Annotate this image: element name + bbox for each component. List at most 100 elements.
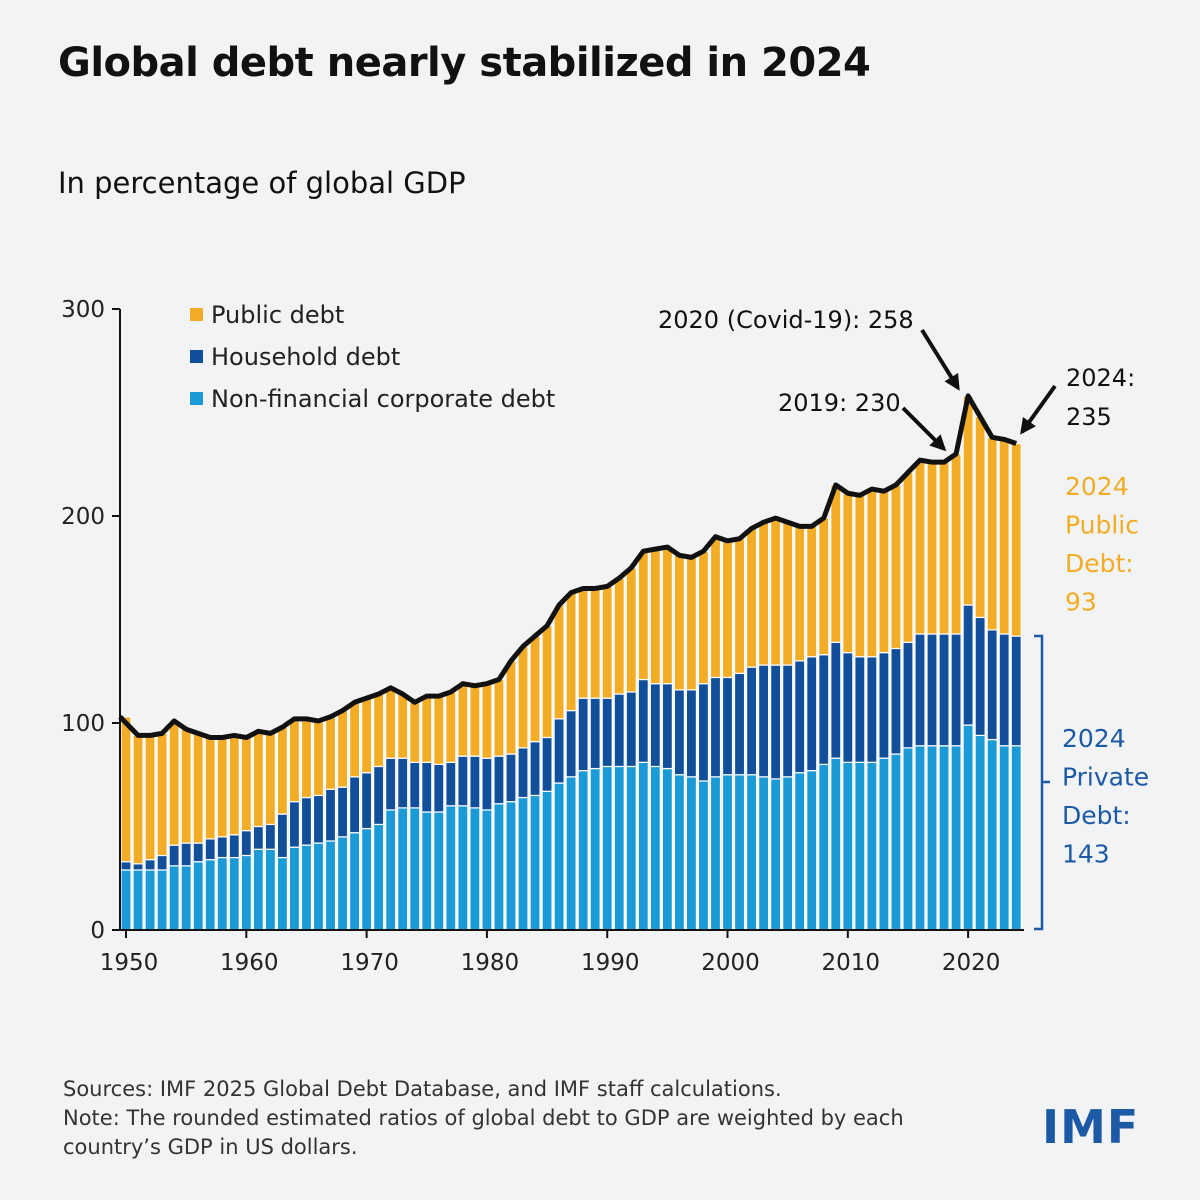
bar-public-debt-1970 bbox=[361, 697, 373, 774]
legend-label: Household debt bbox=[211, 343, 400, 371]
bar-non-financial-corporate-debt-2005 bbox=[782, 776, 794, 931]
bar-non-financial-corporate-debt-1962 bbox=[264, 848, 276, 931]
annotation-2024-line1: 2024: bbox=[1066, 364, 1135, 392]
bar-household-debt-2016 bbox=[914, 633, 926, 747]
bar-public-debt-1984 bbox=[529, 635, 541, 743]
bar-non-financial-corporate-debt-2013 bbox=[878, 757, 890, 931]
bar-household-debt-2021 bbox=[974, 616, 986, 737]
bar-non-financial-corporate-debt-2021 bbox=[974, 734, 986, 931]
bar-public-debt-2021 bbox=[974, 416, 986, 619]
bar-non-financial-corporate-debt-2009 bbox=[830, 757, 842, 931]
bar-non-financial-corporate-debt-2011 bbox=[854, 761, 866, 931]
bar-non-financial-corporate-debt-1950 bbox=[120, 869, 132, 931]
bar-public-debt-2023 bbox=[998, 438, 1010, 635]
bar-non-financial-corporate-debt-1967 bbox=[324, 840, 337, 931]
bar-non-financial-corporate-debt-1989 bbox=[589, 767, 601, 931]
bar-household-debt-2010 bbox=[842, 652, 854, 763]
bar-household-debt-1980 bbox=[481, 757, 493, 811]
bar-public-debt-1959 bbox=[228, 734, 240, 836]
bar-household-debt-1984 bbox=[529, 741, 541, 797]
bar-household-debt-2008 bbox=[818, 654, 830, 766]
bar-household-debt-2005 bbox=[782, 664, 794, 778]
bar-household-debt-2022 bbox=[986, 629, 998, 741]
bar-household-debt-1982 bbox=[505, 753, 517, 803]
y-tick-label: 200 bbox=[61, 504, 105, 530]
bar-household-debt-1989 bbox=[589, 697, 601, 770]
bar-public-debt-2015 bbox=[902, 471, 914, 643]
bar-household-debt-1986 bbox=[553, 718, 565, 784]
bar-household-debt-1985 bbox=[541, 736, 553, 792]
bar-non-financial-corporate-debt-1983 bbox=[517, 796, 529, 931]
bar-public-debt-1968 bbox=[336, 709, 349, 788]
public-debt-label: Debt: bbox=[1065, 549, 1134, 578]
bar-non-financial-corporate-debt-1996 bbox=[673, 774, 686, 931]
bar-public-debt-1996 bbox=[673, 554, 686, 691]
bar-non-financial-corporate-debt-2020 bbox=[962, 724, 974, 931]
bar-non-financial-corporate-debt-1966 bbox=[312, 842, 325, 931]
bar-public-debt-1990 bbox=[601, 585, 613, 699]
legend-swatch bbox=[190, 308, 203, 321]
y-tick-label: 0 bbox=[90, 918, 105, 944]
bar-public-debt-1971 bbox=[373, 693, 385, 768]
bar-public-debt-1997 bbox=[685, 556, 698, 691]
bar-household-debt-1981 bbox=[493, 755, 505, 805]
bar-non-financial-corporate-debt-1963 bbox=[276, 856, 289, 931]
bar-public-debt-1957 bbox=[204, 736, 216, 840]
bar-household-debt-1983 bbox=[517, 747, 529, 799]
bar-non-financial-corporate-debt-1959 bbox=[228, 856, 240, 931]
bar-household-debt-1958 bbox=[216, 836, 228, 859]
bar-public-debt-1995 bbox=[661, 546, 673, 685]
bar-public-debt-1960 bbox=[240, 736, 252, 832]
y-tick-label: 100 bbox=[61, 711, 105, 737]
bar-household-debt-1998 bbox=[697, 683, 710, 782]
bar-public-debt-1980 bbox=[481, 683, 493, 759]
x-tick-label: 1960 bbox=[220, 950, 279, 976]
legend-label: Public debt bbox=[211, 301, 344, 329]
bar-non-financial-corporate-debt-2003 bbox=[757, 776, 770, 931]
bar-public-debt-2022 bbox=[986, 436, 998, 631]
bar-household-debt-1977 bbox=[445, 761, 457, 807]
bar-public-debt-1966 bbox=[312, 720, 325, 797]
bar-public-debt-2018 bbox=[938, 461, 950, 635]
bar-household-debt-1988 bbox=[577, 697, 589, 772]
bar-household-debt-2003 bbox=[757, 664, 770, 778]
bar-public-debt-1972 bbox=[385, 687, 397, 759]
bar-household-debt-2012 bbox=[866, 656, 878, 763]
bar-public-debt-1986 bbox=[553, 604, 565, 720]
bar-public-debt-1975 bbox=[421, 695, 433, 763]
bar-household-debt-2015 bbox=[902, 641, 914, 749]
bar-public-debt-1985 bbox=[541, 625, 553, 739]
bar-household-debt-1959 bbox=[228, 834, 240, 859]
bar-public-debt-2007 bbox=[806, 525, 818, 658]
bar-non-financial-corporate-debt-1986 bbox=[553, 782, 565, 931]
footnotes: Sources: IMF 2025 Global Debt Database, … bbox=[63, 1075, 904, 1162]
bar-public-debt-1992 bbox=[625, 567, 637, 693]
bar-non-financial-corporate-debt-1951 bbox=[132, 869, 144, 931]
x-tick-label: 1990 bbox=[581, 950, 640, 976]
source-note: Sources: IMF 2025 Global Debt Database, … bbox=[63, 1077, 782, 1101]
bar-non-financial-corporate-debt-2022 bbox=[986, 738, 998, 931]
bar-non-financial-corporate-debt-1973 bbox=[397, 807, 409, 931]
bar-non-financial-corporate-debt-1975 bbox=[421, 811, 433, 931]
bar-public-debt-1979 bbox=[469, 685, 481, 757]
bar-household-debt-1975 bbox=[421, 761, 433, 813]
chart-title: Global debt nearly stabilized in 2024 bbox=[58, 40, 871, 86]
bar-household-debt-2024 bbox=[1010, 635, 1022, 747]
bar-household-debt-1964 bbox=[288, 801, 301, 848]
bar-non-financial-corporate-debt-2010 bbox=[842, 761, 854, 931]
bar-non-financial-corporate-debt-1978 bbox=[457, 805, 469, 931]
bar-non-financial-corporate-debt-1972 bbox=[385, 809, 397, 931]
bar-public-debt-1983 bbox=[517, 645, 529, 749]
bar-non-financial-corporate-debt-1952 bbox=[144, 869, 156, 931]
bar-household-debt-1972 bbox=[385, 757, 397, 811]
x-tick-label: 1970 bbox=[340, 950, 399, 976]
bar-household-debt-1994 bbox=[649, 683, 661, 768]
bar-non-financial-corporate-debt-2012 bbox=[866, 761, 878, 931]
bar-household-debt-1996 bbox=[673, 689, 686, 776]
bar-non-financial-corporate-debt-1970 bbox=[361, 827, 373, 931]
bar-household-debt-2006 bbox=[794, 660, 806, 774]
bar-household-debt-2013 bbox=[878, 652, 890, 759]
bar-household-debt-1950 bbox=[120, 861, 132, 871]
bar-household-debt-1962 bbox=[264, 823, 276, 850]
